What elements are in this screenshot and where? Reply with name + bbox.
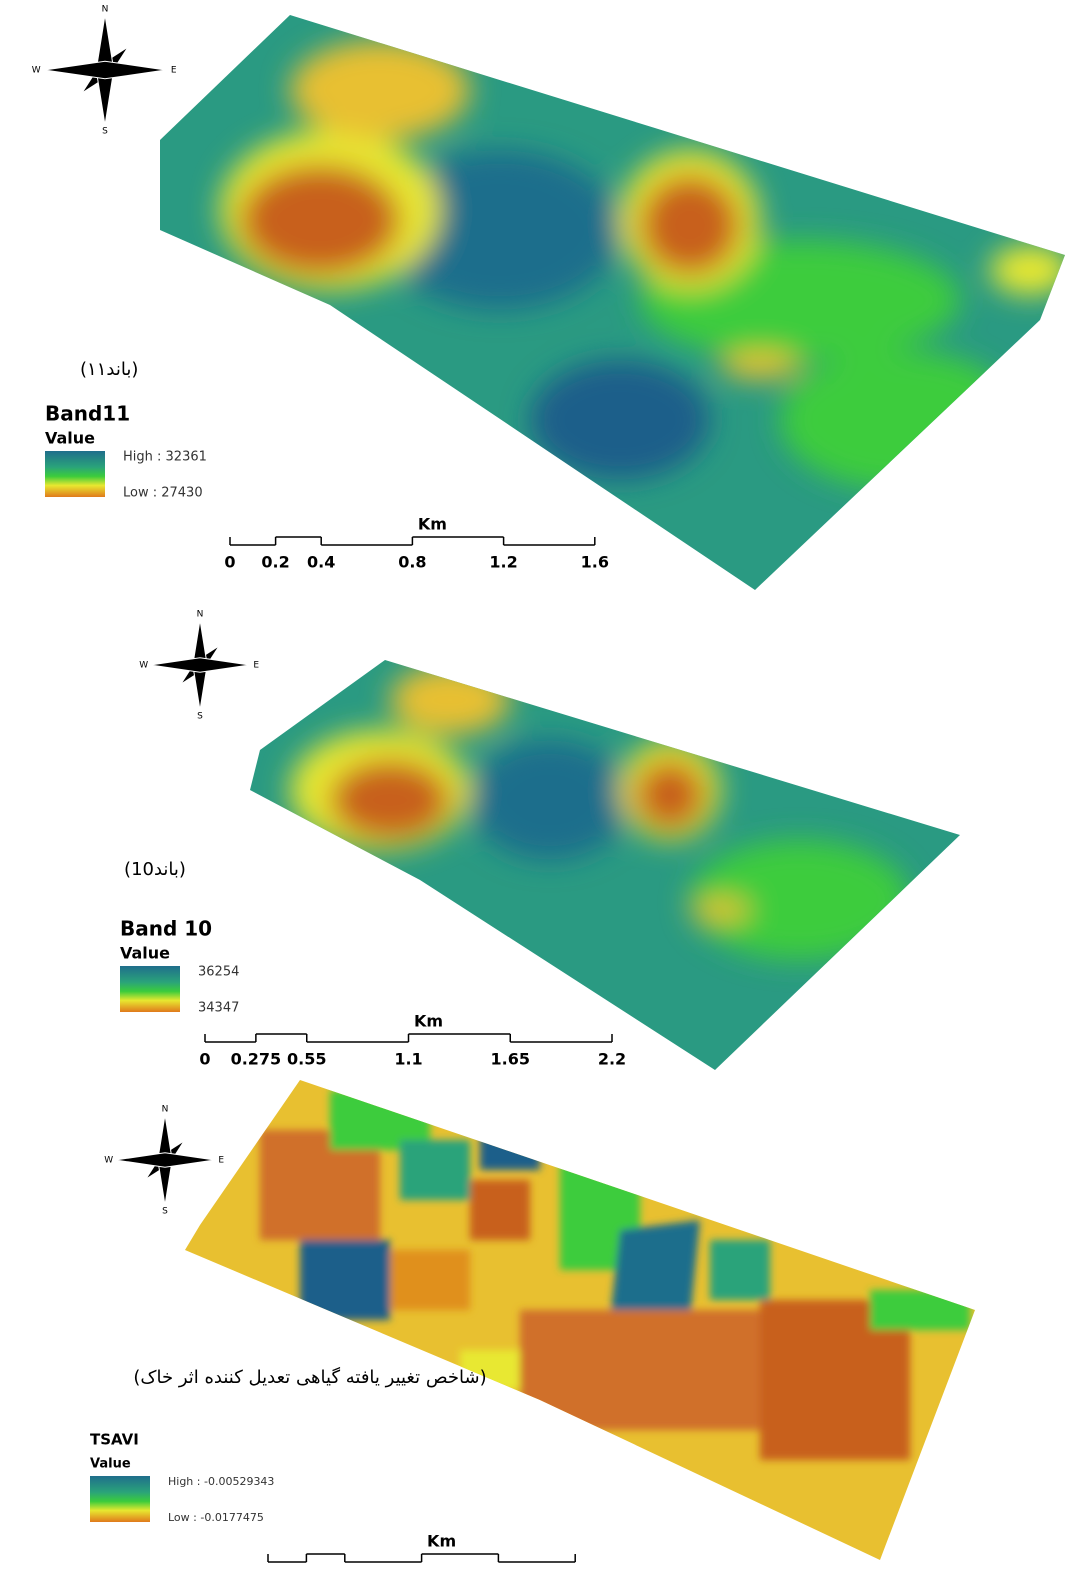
compass-letter: S (102, 127, 108, 137)
scale-label: 1.6 (561, 1570, 589, 1573)
compass-letter: S (162, 1207, 168, 1217)
legend-high: High : 32361 (123, 450, 207, 465)
compass-letter: W (32, 66, 41, 76)
compass-letter: E (171, 66, 177, 76)
map-label: (شاخص تغییر یافته گیاهی تعدیل کننده اثر … (133, 1366, 486, 1388)
compass-letter: S (197, 712, 203, 722)
compass-letter: N (102, 5, 109, 15)
scale-label: 1.6 (581, 553, 609, 572)
legend-high: 36254 (198, 965, 239, 980)
scale-label: 1.2 (489, 553, 517, 572)
compass-star (151, 658, 250, 672)
compass-star (116, 1153, 215, 1167)
scale-label: 0 (262, 1570, 273, 1573)
scale-unit: Km (414, 1012, 443, 1031)
north-arrow: N S W E (32, 5, 177, 137)
raster (180, 1070, 980, 1570)
scale-label: 0.8 (398, 553, 426, 572)
raster (240, 650, 970, 1080)
map-label: (باند۱۱) (80, 359, 138, 380)
legend-low: Low : -0.0177475 (168, 1511, 264, 1524)
scale-label: 0.275 (231, 1050, 282, 1069)
legend-subtitle: Value (120, 944, 170, 963)
scale-label: 2.2 (598, 1050, 626, 1069)
legend-title: Band11 (45, 402, 130, 426)
scale-label: 0.2 (292, 1570, 320, 1573)
compass-letter: W (139, 661, 148, 671)
legend-low: 34347 (198, 1001, 239, 1016)
scale-label: 1.1 (394, 1050, 422, 1069)
scale-label: 0 (199, 1050, 210, 1069)
scale-unit: Km (427, 1532, 456, 1551)
compass-star (45, 61, 166, 79)
legend-ramp (90, 1476, 150, 1522)
raster (150, 0, 1070, 600)
legend-subtitle: Value (90, 1457, 131, 1472)
figure: N S W E (باند۱۱) Band11 Value High : 32361 Low :… (0, 0, 1072, 1573)
legend-low: Low : 27430 (123, 486, 203, 501)
scale-label: 0.4 (331, 1570, 359, 1573)
scale-unit: Km (418, 515, 447, 534)
scale-label: 1.65 (491, 1050, 530, 1069)
north-arrow: N S W E (139, 610, 259, 722)
compass-letter: E (218, 1156, 224, 1166)
legend-title: TSAVI (90, 1431, 139, 1449)
north-arrow: N S W E (104, 1105, 224, 1217)
scale-label: 0 (224, 553, 235, 572)
legend-title: Band 10 (120, 917, 212, 941)
legend-high: High : -0.00529343 (168, 1475, 274, 1488)
compass-letter: N (162, 1105, 169, 1115)
scale-label: 0.8 (407, 1570, 435, 1573)
legend-ramp (45, 451, 105, 497)
compass-letter: E (253, 661, 259, 671)
legend-ramp (120, 966, 180, 1012)
compass-letter: W (104, 1156, 113, 1166)
scale-label: 0.55 (287, 1050, 326, 1069)
compass-letter: N (197, 610, 204, 620)
scale-label: 1.2 (484, 1570, 512, 1573)
map-label: (باند10) (124, 859, 186, 880)
scale-label: 0.2 (261, 553, 289, 572)
legend-subtitle: Value (45, 429, 95, 448)
scale-label: 0.4 (307, 553, 335, 572)
